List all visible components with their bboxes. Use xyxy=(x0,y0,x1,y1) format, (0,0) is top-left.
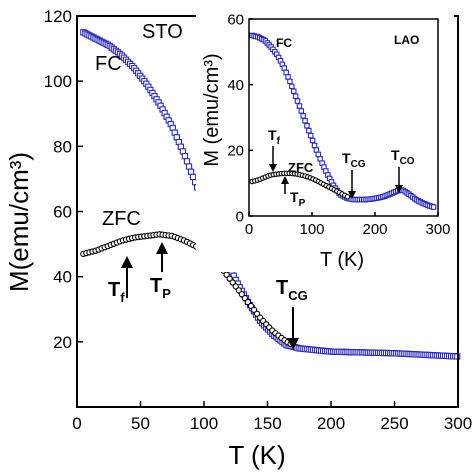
inset-tp-label: TP xyxy=(290,189,306,209)
inset-fc-point xyxy=(300,113,306,119)
inset-axis-ticks: 0 100 200 300 0 20 40 60 xyxy=(227,11,450,238)
main-x-tick-label: 100 xyxy=(190,414,218,433)
main-y-axis-label: M(emu/cm³) xyxy=(4,152,34,292)
inset-y-tick-label: 40 xyxy=(227,77,244,94)
main-tp-arrowhead xyxy=(156,242,168,254)
inset-zfc-point xyxy=(344,193,351,200)
main-fc-point xyxy=(181,152,189,160)
inset-tco-label: TCO xyxy=(391,147,415,167)
main-x-tick-label: 150 xyxy=(253,414,281,433)
inset-background xyxy=(196,8,454,272)
inset-tf-arrowhead xyxy=(269,164,277,172)
main-x-tick-label: 0 xyxy=(72,414,81,433)
inset-fc-point xyxy=(287,78,293,85)
inset-tp-annotation: TP xyxy=(281,176,306,209)
main-tf-label: Tf xyxy=(108,279,125,305)
inset-fc-point xyxy=(281,65,288,71)
main-tp-annotation: TP xyxy=(150,242,171,301)
main-fc-point xyxy=(183,158,191,165)
inset-y-tick-label: 20 xyxy=(227,143,244,160)
inset-fc-point xyxy=(430,204,437,210)
main-y-tick-label: 40 xyxy=(53,268,72,287)
inset-tp-arrowhead xyxy=(281,176,289,184)
inset-tcg-annotation: TCG xyxy=(342,150,366,199)
main-y-tick-label: 120 xyxy=(44,7,72,26)
main-tcg-annotation: TCG xyxy=(276,277,308,350)
main-fc-point xyxy=(187,168,195,175)
main-tf-annotation: Tf xyxy=(108,256,133,305)
inset-fc-point xyxy=(302,118,308,124)
inset-plot-frame xyxy=(248,18,439,217)
inset-tcg-label: TCG xyxy=(342,150,366,170)
main-y-tick-label: 100 xyxy=(44,72,72,91)
main-sample-label: STO xyxy=(142,21,183,43)
inset-fc-point xyxy=(289,83,295,90)
inset-fc-point xyxy=(315,151,322,158)
inset-x-tick-label: 100 xyxy=(299,221,324,238)
inset-tcg-arrowhead xyxy=(348,191,356,199)
inset-tf-label: Tf xyxy=(268,127,281,147)
inset-fc-point xyxy=(290,88,297,94)
inset-fc-point xyxy=(313,147,320,153)
inset-y-axis-label: M (emu/cm³) xyxy=(201,53,223,166)
main-y-tick-label: 60 xyxy=(53,202,72,221)
inset-fc-point xyxy=(296,103,303,109)
inset-tco-arrowhead xyxy=(395,185,403,193)
inset-fc-point xyxy=(311,142,318,149)
inset-x-tick-label: 0 xyxy=(245,221,253,238)
inset-x-tick-label: 300 xyxy=(425,221,450,238)
main-y-tick-label: 20 xyxy=(53,333,72,352)
main-tcg-arrowhead xyxy=(287,338,299,350)
inset-tco-annotation: TCO xyxy=(391,147,415,193)
inset-y-tick-label: 60 xyxy=(227,11,244,28)
main-tf-arrowhead xyxy=(121,256,133,268)
main-x-tick-label: 250 xyxy=(380,414,408,433)
main-x-tick-label: 50 xyxy=(131,414,150,433)
inset-fc-point xyxy=(306,127,312,134)
inset-fc-point xyxy=(298,108,305,114)
inset-fc-label: FC xyxy=(276,36,292,50)
main-zfc-series xyxy=(80,231,294,348)
inset-fc-point xyxy=(309,137,316,144)
inset-fc-point xyxy=(285,74,291,80)
main-zfc-label: ZFC xyxy=(102,208,141,230)
inset-sample-label: LAO xyxy=(394,33,419,47)
inset-zfc-label: ZFC xyxy=(288,160,314,175)
main-y-tick-label: 80 xyxy=(53,137,72,156)
inset-x-axis-label: T (K) xyxy=(320,249,364,271)
inset-fc-point xyxy=(307,132,314,139)
inset-fc-series xyxy=(249,32,437,210)
main-x-tick-label: 300 xyxy=(444,414,472,433)
inset-y-tick-label: 0 xyxy=(236,208,244,225)
inset-fc-point xyxy=(283,69,289,76)
main-tcg-label: TCG xyxy=(276,277,308,303)
main-fc-label: FC xyxy=(95,53,122,75)
inset-zfc-series xyxy=(249,170,351,200)
main-x-axis-label: T (K) xyxy=(228,440,285,470)
main-tp-label: TP xyxy=(150,275,171,301)
inset-tf-annotation: Tf xyxy=(268,127,281,172)
inset-fc-point xyxy=(304,122,310,129)
inset-fc-point xyxy=(294,98,301,104)
main-x-tick-label: 200 xyxy=(317,414,345,433)
inset-x-tick-label: 200 xyxy=(362,221,387,238)
main-fc-point xyxy=(185,163,193,170)
inset-fc-point xyxy=(292,93,299,99)
main-fc-point xyxy=(189,173,197,181)
